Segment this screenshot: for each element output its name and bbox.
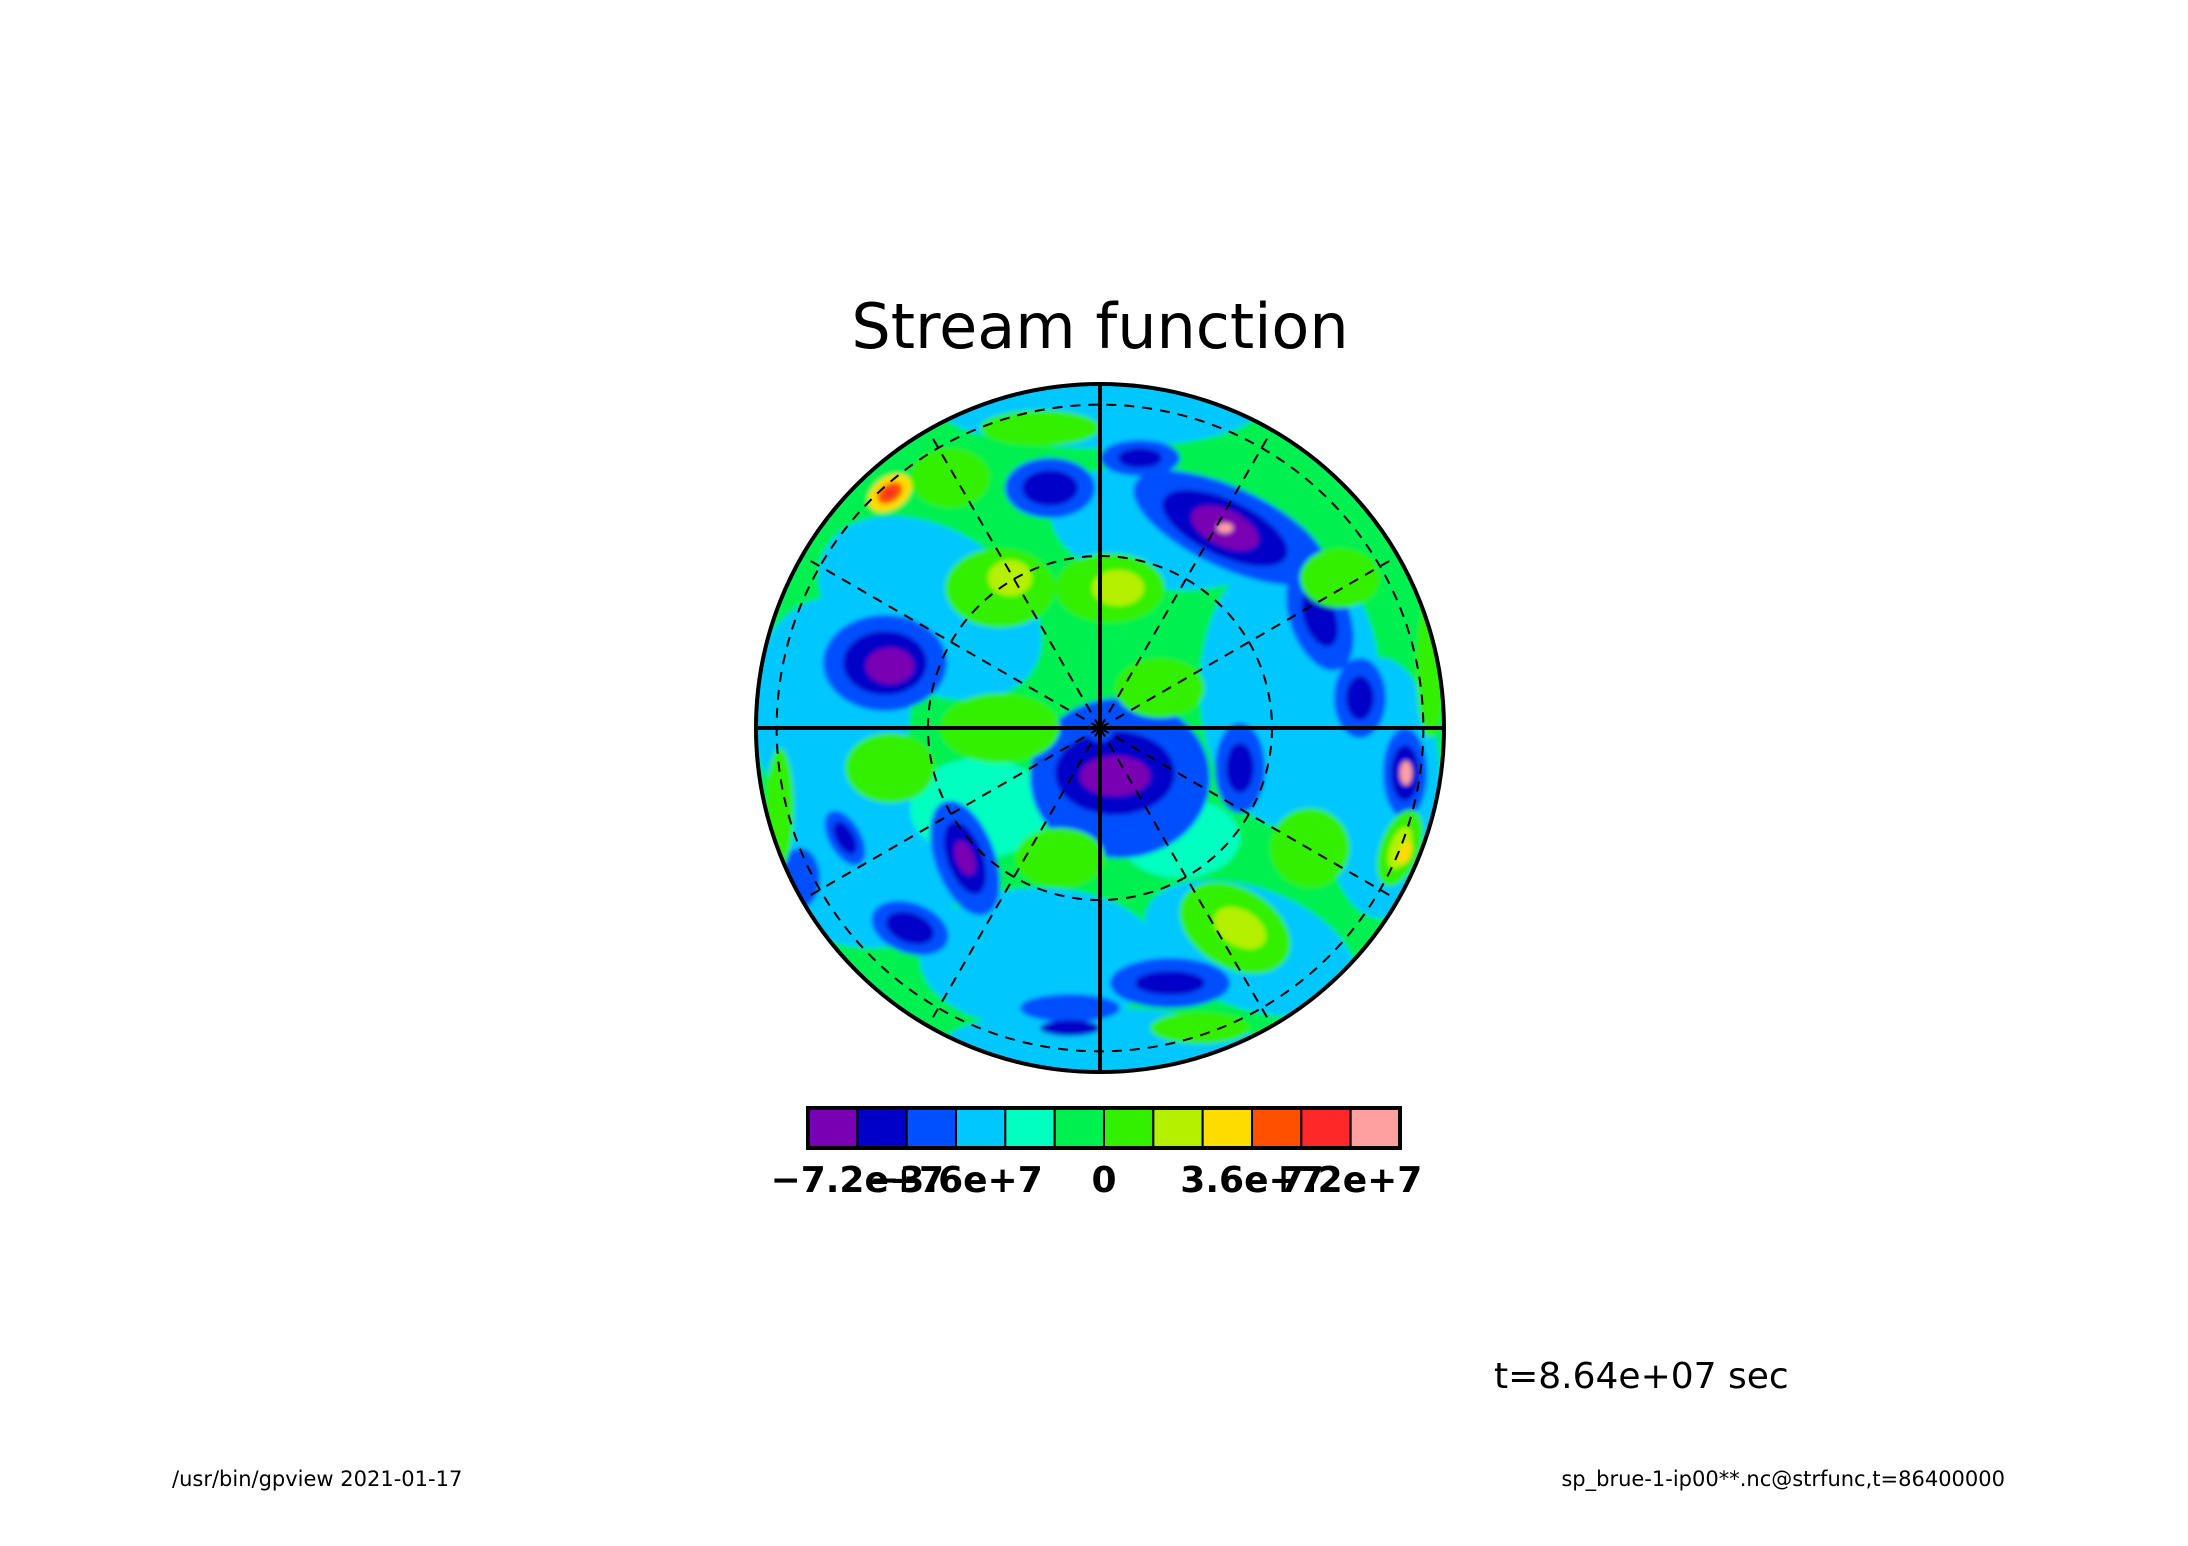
- meridian-dashed-210: [801, 555, 1101, 729]
- contour-region-15: [866, 648, 914, 684]
- contour-field: [756, 384, 1444, 1072]
- meridian-dashed-150: [801, 727, 1101, 901]
- contour-region-46: [1040, 1020, 1100, 1036]
- contour-region-54: [845, 733, 935, 803]
- contour-region-42: [1226, 743, 1254, 793]
- contour-region-69: [980, 410, 1100, 446]
- colorbar-frame: [806, 1106, 1402, 1150]
- colorbar-tick-4: 7.2e+7: [1279, 1160, 1422, 1201]
- colorbar-tick-0: −7.2e+7: [771, 1160, 945, 1201]
- colorbar-swatch-1: [856, 1107, 908, 1149]
- contour-region-55: [1300, 548, 1380, 608]
- contour-region-28: [1400, 761, 1412, 785]
- contour-region-45: [1020, 994, 1120, 1022]
- chart-title: Stream function: [851, 290, 1348, 363]
- polar-contour-map: [756, 384, 1444, 1072]
- contour-region-22: [1080, 756, 1150, 796]
- footer-file-info: sp_brue-1-ip00**.nc@strfunc,t=86400000: [1561, 1467, 2005, 1492]
- colorbar-swatch-2: [905, 1107, 958, 1149]
- colorbar-swatch-9: [1251, 1107, 1303, 1149]
- colorbar: [806, 1106, 1402, 1150]
- contour-region-49: [988, 560, 1032, 596]
- contour-region-44: [1135, 971, 1205, 995]
- footer-program-date: /usr/bin/gpview 2021-01-17: [172, 1467, 462, 1491]
- contour-region-66: [1398, 841, 1412, 865]
- colorbar-swatch-0: [807, 1107, 859, 1149]
- contour-region-53: [1115, 658, 1205, 718]
- colorbar-swatch-7: [1152, 1107, 1204, 1149]
- contour-region-70: [1150, 1012, 1250, 1044]
- contour-region-51: [1092, 570, 1144, 606]
- map-boundary-circle: [754, 382, 1446, 1074]
- colorbar-tick-3: 3.6e+7: [1180, 1160, 1323, 1201]
- meridian-dashed-120: [927, 727, 1101, 1027]
- colorbar-swatch-5: [1053, 1107, 1105, 1149]
- contour-region-60: [910, 448, 990, 508]
- contour-region-40: [833, 821, 857, 855]
- colorbar-tick-labels: −7.2e+7−3.6e+7 0 3.6e+77.2e+7: [771, 1160, 1423, 1201]
- contour-region-57: [1214, 907, 1266, 949]
- contour-region-30: [1022, 470, 1078, 506]
- meridian-dashed-300: [1099, 429, 1273, 729]
- colorbar-swatch-8: [1201, 1107, 1253, 1149]
- colorbar-swatch-3: [955, 1107, 1007, 1149]
- map-gridlines: [756, 384, 1444, 1072]
- contour-region-25: [954, 840, 976, 876]
- colorbar-swatch-6: [1103, 1107, 1155, 1149]
- contour-region-32: [1118, 448, 1162, 468]
- contour-region-19: [1217, 523, 1233, 533]
- meridian-dashed-30: [1099, 727, 1399, 901]
- colorbar-tick-2: 0: [1091, 1160, 1116, 1201]
- meridian-dashed-330: [1099, 555, 1399, 729]
- contour-region-59: [1270, 808, 1350, 888]
- contour-region-36: [1346, 676, 1374, 720]
- meridian-dashed-60: [1099, 727, 1273, 1027]
- time-annotation: t=8.64e+07 sec: [1494, 1356, 1789, 1397]
- colorbar-tick-1: −3.6e+7: [869, 1160, 1043, 1201]
- contour-region-58: [1015, 828, 1105, 888]
- contour-region-63: [884, 488, 896, 498]
- contour-region-38: [885, 911, 935, 945]
- meridian-dashed-240: [927, 429, 1101, 729]
- colorbar-swatch-10: [1300, 1107, 1352, 1149]
- colorbar-swatch-11: [1349, 1107, 1401, 1149]
- colorbar-swatch-4: [1004, 1107, 1056, 1149]
